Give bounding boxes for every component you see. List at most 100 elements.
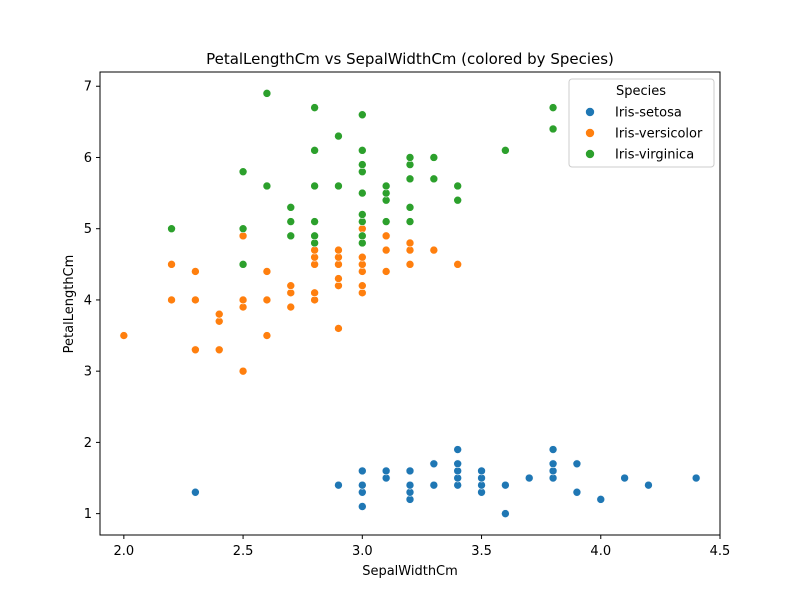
data-point <box>262 89 272 98</box>
data-point <box>262 267 272 276</box>
legend-frame <box>568 78 715 168</box>
data-point <box>453 260 462 269</box>
data-point <box>238 295 248 305</box>
legend-marker <box>585 128 595 138</box>
series-iris-setosa <box>191 445 701 518</box>
data-point <box>310 146 319 155</box>
x-tick-label: 4.0 <box>590 544 611 559</box>
data-point <box>524 473 534 483</box>
data-point <box>334 181 343 191</box>
data-point <box>238 260 248 269</box>
series-iris-versicolor <box>119 224 462 376</box>
data-point <box>310 238 319 248</box>
data-point <box>405 203 415 212</box>
data-point <box>358 146 367 155</box>
data-point <box>358 110 367 120</box>
legend: Species Iris-setosa Iris-versicolor Iris-v… <box>568 78 715 168</box>
data-point <box>381 267 391 276</box>
data-point <box>453 466 462 476</box>
y-tick-label: 1 <box>84 507 92 522</box>
data-point <box>358 480 367 490</box>
data-point <box>501 146 510 155</box>
data-point <box>238 167 248 177</box>
data-point <box>358 224 367 234</box>
legend-title: Species <box>616 84 666 99</box>
data-point <box>548 445 558 454</box>
data-point <box>381 473 391 483</box>
data-point <box>334 252 343 262</box>
data-point <box>334 274 343 283</box>
data-point <box>548 124 558 134</box>
data-point <box>405 238 415 248</box>
data-point <box>358 267 367 276</box>
data-point <box>262 295 272 305</box>
data-point <box>191 487 200 497</box>
data-point <box>214 345 224 355</box>
data-point <box>477 473 486 483</box>
y-tick-label: 7 <box>84 80 92 95</box>
data-point <box>620 473 629 483</box>
data-point <box>238 231 248 241</box>
data-point <box>214 317 224 326</box>
x-tick-label: 3.5 <box>471 544 492 559</box>
y-tick-label: 3 <box>84 365 92 380</box>
data-point <box>310 181 319 191</box>
data-point <box>238 366 248 376</box>
data-point <box>429 153 439 162</box>
data-point <box>238 302 248 312</box>
data-point <box>381 466 391 476</box>
data-point <box>358 288 367 298</box>
data-point <box>119 331 129 340</box>
data-point <box>167 224 176 234</box>
data-point <box>358 466 367 476</box>
data-point <box>453 445 462 454</box>
data-point <box>453 473 462 483</box>
data-point <box>381 195 391 205</box>
data-point <box>453 181 462 191</box>
data-point <box>334 281 343 290</box>
data-point <box>358 281 367 290</box>
data-point <box>453 480 462 490</box>
y-tick-label: 4 <box>84 293 92 308</box>
legend-label: Iris-versicolor <box>615 127 703 142</box>
data-point <box>286 281 296 290</box>
data-point <box>548 473 558 483</box>
y-tick-label: 2 <box>84 436 92 451</box>
data-point <box>405 217 415 226</box>
data-point <box>405 466 415 476</box>
data-point <box>572 487 582 497</box>
data-point <box>286 203 296 212</box>
data-point <box>429 480 439 490</box>
legend-marker <box>585 149 595 159</box>
data-point <box>310 288 319 298</box>
data-point <box>548 466 558 476</box>
data-point <box>477 487 486 497</box>
data-point <box>334 245 343 255</box>
x-tick-label: 4.5 <box>710 544 731 559</box>
data-point <box>405 153 415 162</box>
data-point <box>477 480 486 490</box>
data-point <box>405 174 415 184</box>
data-point <box>334 480 343 490</box>
x-axis-label: SepalWidthCm <box>362 564 458 579</box>
axis-ticks: 2.0 2.5 3.0 3.5 4.0 4.5 1 2 3 4 5 6 7 <box>84 80 731 559</box>
legend-marker <box>585 107 595 117</box>
data-point <box>358 252 367 262</box>
data-point <box>214 309 224 319</box>
data-point <box>310 260 319 269</box>
data-point <box>310 231 319 241</box>
data-point <box>405 487 415 497</box>
y-axis-label: PetalLengthCm <box>62 255 77 354</box>
data-point <box>286 288 296 298</box>
chart-title: PetalLengthCm vs SepalWidthCm (colored b… <box>206 50 614 68</box>
data-point <box>358 260 367 269</box>
data-point <box>501 509 510 518</box>
data-point <box>358 487 367 497</box>
data-point <box>429 245 439 255</box>
data-point <box>381 217 391 226</box>
legend-label: Iris-setosa <box>615 106 682 121</box>
data-point <box>238 224 248 234</box>
data-point <box>286 302 296 312</box>
data-point <box>548 103 558 112</box>
data-point <box>262 331 272 340</box>
